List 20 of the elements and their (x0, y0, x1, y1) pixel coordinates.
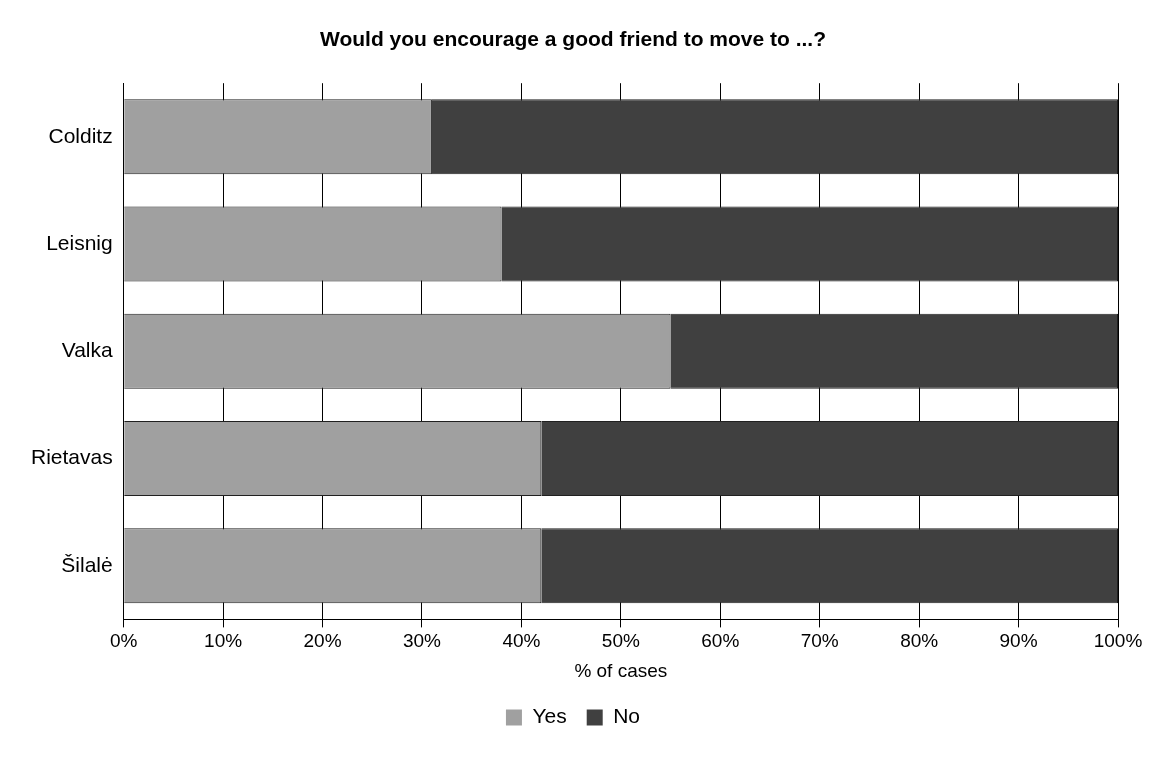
chart-title: Would you encourage a good friend to move to ...? (320, 27, 826, 51)
x-tick-label: 70% (800, 630, 839, 652)
x-tick-label: 60% (701, 630, 740, 652)
y-tick-label: Valka (61, 338, 114, 362)
x-tick-label: 90% (999, 630, 1038, 652)
x-tick-label: 30% (402, 630, 442, 652)
x-tick-label: 50% (601, 630, 640, 652)
legend-label: Yes (532, 704, 567, 728)
y-tick-label: Leisnig (46, 230, 113, 254)
x-tick-label: 0% (109, 630, 138, 652)
x-tick-label: 10% (204, 630, 243, 652)
y-tick-label: Colditz (48, 123, 113, 147)
x-tick-label: 20% (303, 630, 342, 652)
x-tick-label: 100% (1093, 630, 1143, 652)
y-tick-label: Rietavas (31, 445, 113, 469)
x-tick-label: 40% (502, 630, 541, 652)
y-tick-label: Šilalė (61, 552, 113, 576)
legend-label: No (613, 704, 641, 728)
x-axis-title: % of cases (574, 659, 668, 681)
x-tick-label: 80% (900, 630, 939, 652)
